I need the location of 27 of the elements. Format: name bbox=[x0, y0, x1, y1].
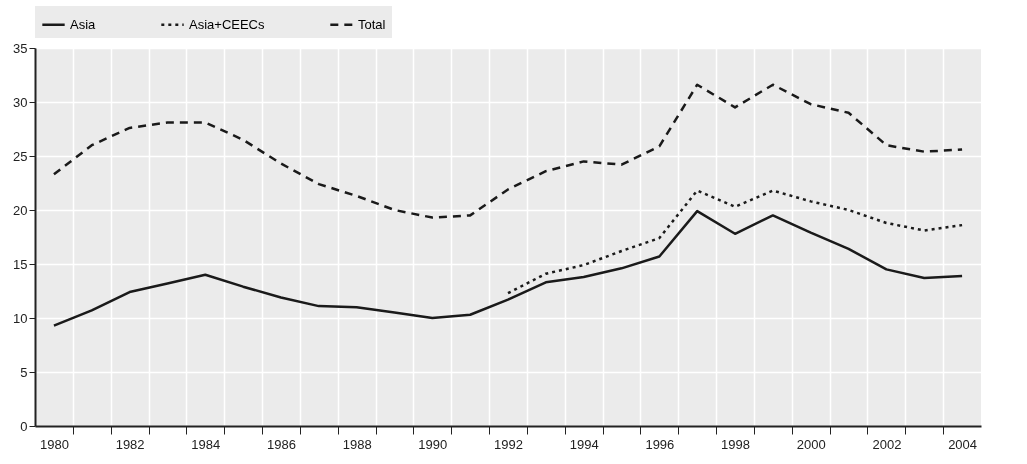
y-tick-label: 20 bbox=[13, 202, 28, 218]
y-tick-label: 10 bbox=[13, 310, 28, 326]
y-tick-label: 5 bbox=[20, 364, 28, 380]
x-tick-label: 1986 bbox=[267, 436, 296, 452]
x-tick-label: 1988 bbox=[342, 436, 372, 452]
y-tick-label: 25 bbox=[13, 148, 28, 164]
y-tick-label: 30 bbox=[13, 94, 28, 110]
y-tick-label: 35 bbox=[13, 40, 28, 56]
x-tick-label: 2000 bbox=[796, 436, 826, 452]
line-series bbox=[52, 83, 964, 219]
line-series bbox=[506, 189, 964, 295]
y-tick-label: 15 bbox=[13, 256, 28, 272]
x-tick-label: 1984 bbox=[191, 436, 221, 452]
x-tick-label: 2004 bbox=[948, 436, 978, 452]
x-tick-label: 1990 bbox=[418, 436, 448, 452]
x-tick-label: 1996 bbox=[645, 436, 675, 452]
x-tick-label: 1994 bbox=[569, 436, 599, 452]
legend-label: Asia bbox=[70, 16, 97, 32]
legend-label: Total bbox=[358, 16, 386, 32]
x-tick-label: 1980 bbox=[39, 436, 69, 452]
legend-label: Asia+CEECs bbox=[189, 16, 265, 32]
y-tick-label: 0 bbox=[20, 418, 28, 434]
x-tick-label: 1998 bbox=[721, 436, 750, 452]
line-series bbox=[52, 209, 964, 327]
x-tick-label: 2002 bbox=[872, 436, 902, 452]
x-tick-label: 1992 bbox=[494, 436, 523, 452]
x-tick-label: 1982 bbox=[115, 436, 145, 452]
